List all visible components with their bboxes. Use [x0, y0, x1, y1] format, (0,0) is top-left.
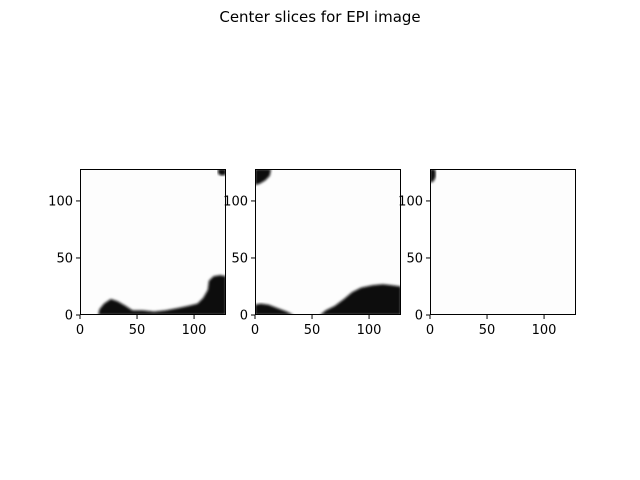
dark-region-1 [255, 169, 271, 185]
y-tick-label: 50 [231, 251, 248, 266]
x-tick-label: 100 [182, 323, 207, 338]
x-tick-label: 50 [479, 323, 496, 338]
y-tick-label: 50 [56, 251, 73, 266]
x-tick-label: 0 [76, 323, 84, 338]
panel-3: 0 50 100 0 50 100 [398, 169, 576, 338]
dark-region-3 [320, 284, 401, 315]
slice-image-background [80, 169, 226, 315]
y-tick-label: 0 [240, 309, 248, 324]
y-tick-label: 100 [398, 194, 423, 209]
y-tick-label: 100 [223, 194, 248, 209]
x-tick-label: 0 [426, 323, 434, 338]
figure-title: Center slices for EPI image [219, 8, 420, 26]
axes-frame [430, 169, 576, 315]
x-tick-label: 100 [532, 323, 557, 338]
axes-frame [80, 169, 226, 315]
dark-region-2 [255, 303, 294, 315]
x-tick-label: 100 [357, 323, 382, 338]
dark-region-1 [98, 275, 226, 315]
dark-region-2 [218, 169, 226, 176]
panel-2: 0 50 100 0 50 100 [223, 169, 401, 338]
x-tick-label: 50 [129, 323, 146, 338]
y-tick-label: 0 [415, 309, 423, 324]
y-tick-label: 0 [65, 309, 73, 324]
x-tick-label: 0 [251, 323, 259, 338]
panel-1: 0 50 100 0 50 100 [48, 169, 226, 338]
dark-region-1 [430, 169, 436, 183]
axes-frame [255, 169, 401, 315]
slice-image-background [430, 169, 576, 315]
panels: 0 50 100 0 50 100 0 50 100 0 50 100 0 50 100 0 50 100 [48, 169, 576, 338]
x-tick-label: 50 [304, 323, 321, 338]
y-tick-label: 50 [406, 251, 423, 266]
y-tick-label: 100 [48, 194, 73, 209]
